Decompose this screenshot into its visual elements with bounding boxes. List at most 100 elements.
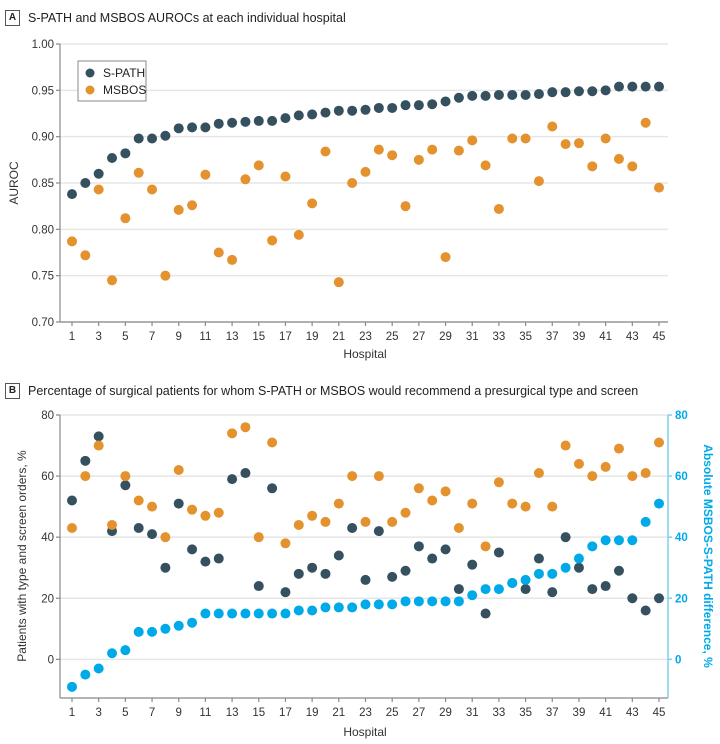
legend-msbos-marker — [85, 85, 95, 95]
s-path-point — [253, 115, 264, 126]
msbos-point — [280, 171, 291, 182]
msbos-point — [493, 203, 504, 214]
s-path-point — [467, 559, 478, 570]
msbos-point — [213, 247, 224, 258]
x-tick-label: 41 — [599, 331, 612, 343]
y-tick-label: 80 — [41, 410, 54, 422]
s-path-point — [493, 547, 504, 558]
s-path-point — [160, 130, 171, 141]
absolute-msbos-s-path-difference-point — [160, 623, 171, 634]
s-path-point — [107, 152, 118, 163]
x-tick-label: 33 — [493, 707, 506, 719]
msbos-point — [240, 174, 251, 185]
panel-b-title: B Percentage of surgical patients for wh… — [5, 383, 638, 399]
msbos-point — [280, 538, 291, 549]
s-path-point — [347, 105, 358, 116]
s-path-point — [627, 81, 638, 92]
absolute-msbos-s-path-difference-point — [493, 584, 504, 595]
msbos-point — [453, 523, 464, 534]
absolute-msbos-s-path-difference-point — [267, 608, 278, 619]
x-tick-label: 11 — [199, 707, 211, 719]
s-path-point — [533, 553, 544, 564]
x-tick-label: 29 — [439, 707, 452, 719]
x-tick-label: 23 — [359, 707, 372, 719]
x-tick-label: 37 — [546, 331, 559, 343]
msbos-point — [440, 252, 451, 263]
y-tick-label: 0.80 — [32, 224, 54, 236]
s-path-point — [213, 553, 224, 564]
y-tick-label: 20 — [41, 593, 54, 605]
y-tick-label: 40 — [41, 532, 54, 544]
s-path-point — [147, 529, 158, 540]
panel-a-letter: A — [5, 10, 20, 26]
absolute-msbos-s-path-difference-point — [613, 535, 624, 546]
absolute-msbos-s-path-difference-point — [200, 608, 211, 619]
absolute-msbos-s-path-difference-point — [413, 596, 424, 607]
s-path-point — [373, 526, 384, 537]
x-tick-label: 17 — [279, 707, 292, 719]
s-path-point — [227, 474, 238, 485]
msbos-point — [533, 176, 544, 187]
s-path-point — [173, 123, 184, 134]
s-path-point — [413, 100, 424, 111]
x-tick-label: 33 — [493, 331, 506, 343]
s-path-point — [267, 115, 278, 126]
s-path-point — [280, 113, 291, 124]
s-path-point — [213, 118, 224, 129]
msbos-point — [80, 250, 91, 261]
x-tick-label: 43 — [626, 707, 639, 719]
panel-a-title-text: S-PATH and MSBOS AUROCs at each individu… — [28, 11, 346, 25]
s-path-point — [613, 565, 624, 576]
msbos-point — [413, 154, 424, 165]
s-path-point — [600, 581, 611, 592]
absolute-msbos-s-path-difference-point — [427, 596, 438, 607]
s-path-point — [560, 87, 571, 98]
absolute-msbos-s-path-difference-point — [293, 605, 304, 616]
s-path-point — [160, 562, 171, 573]
s-path-point — [200, 122, 211, 133]
s-path-point — [133, 523, 144, 534]
msbos-point — [613, 153, 624, 164]
absolute-msbos-s-path-difference-point — [640, 516, 651, 527]
s-path-point — [307, 109, 318, 120]
msbos-point — [320, 146, 331, 157]
msbos-point — [147, 501, 158, 512]
y-tick-label: 0 — [48, 654, 54, 666]
absolute-msbos-s-path-difference-point — [253, 608, 264, 619]
s-path-point — [93, 168, 104, 179]
absolute-msbos-s-path-difference-point — [213, 608, 224, 619]
x-tick-label: 9 — [176, 707, 182, 719]
x-tick-label: 39 — [573, 707, 586, 719]
x-tick-label: 39 — [573, 331, 586, 343]
x-tick-label: 21 — [332, 331, 345, 343]
msbos-point — [507, 498, 518, 509]
msbos-point — [573, 458, 584, 469]
msbos-point — [93, 440, 104, 451]
y2-tick-label: 40 — [675, 532, 688, 544]
s-path-point — [387, 571, 398, 582]
s-path-point — [547, 87, 558, 98]
s-path-point — [560, 532, 571, 543]
x-tick-label: 37 — [546, 707, 559, 719]
absolute-msbos-s-path-difference-point — [120, 645, 131, 656]
msbos-point — [360, 516, 371, 527]
s-path-point — [427, 99, 438, 110]
msbos-point — [453, 145, 464, 156]
msbos-point — [67, 523, 77, 534]
absolute-msbos-s-path-difference-point — [507, 577, 518, 588]
s-path-point — [387, 102, 398, 113]
s-path-point — [320, 568, 331, 579]
msbos-point — [387, 150, 398, 161]
y2-tick-label: 80 — [675, 410, 688, 422]
s-path-point — [427, 553, 438, 564]
x-tick-label: 43 — [626, 331, 639, 343]
absolute-msbos-s-path-difference-point — [93, 663, 104, 674]
s-path-point — [80, 178, 91, 188]
msbos-point — [173, 204, 184, 215]
x-tick-label: 1 — [69, 331, 75, 343]
s-path-point — [573, 86, 584, 97]
y-tick-label: 60 — [41, 471, 54, 483]
absolute-msbos-s-path-difference-point — [187, 617, 198, 628]
msbos-point — [507, 133, 518, 144]
msbos-point — [107, 275, 118, 286]
